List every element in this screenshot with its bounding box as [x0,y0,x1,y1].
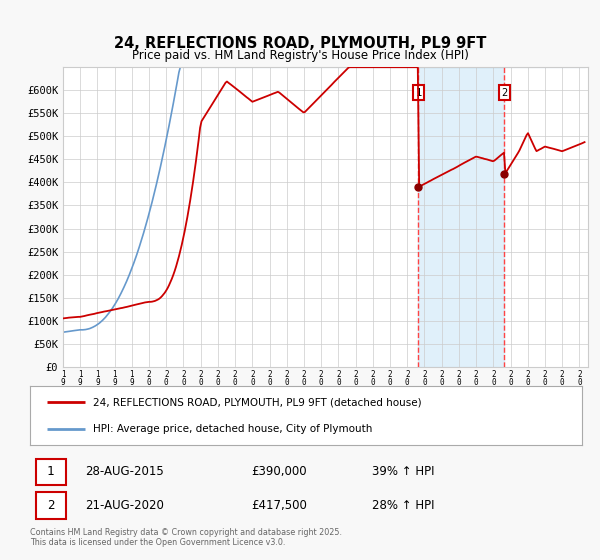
Text: 39% ↑ HPI: 39% ↑ HPI [372,465,435,478]
Text: 2
0
2
5: 2 0 2 5 [577,370,582,404]
Text: 2
0
2
4: 2 0 2 4 [560,370,565,404]
Text: 1
9
9
5: 1 9 9 5 [61,370,65,404]
Text: 1: 1 [415,87,422,97]
Text: £417,500: £417,500 [251,499,307,512]
Text: 2
0
1
1: 2 0 1 1 [336,370,341,404]
Text: 1
9
9
7: 1 9 9 7 [95,370,100,404]
Text: 2
0
1
8: 2 0 1 8 [457,370,461,404]
Text: 2
0
0
5: 2 0 0 5 [233,370,238,404]
Text: 2
0
2
3: 2 0 2 3 [542,370,547,404]
Text: 2
0
2
0: 2 0 2 0 [491,370,496,404]
Text: 2
0
1
6: 2 0 1 6 [422,370,427,404]
Text: 1: 1 [47,465,55,478]
Text: 2
0
1
5: 2 0 1 5 [405,370,410,404]
Text: 2
0
0
2: 2 0 0 2 [181,370,186,404]
Bar [418,67,505,367]
Text: 24, REFLECTIONS ROAD, PLYMOUTH, PL9 9FT (detached house): 24, REFLECTIONS ROAD, PLYMOUTH, PL9 9FT … [94,397,422,407]
Text: 2: 2 [501,87,508,97]
FancyBboxPatch shape [35,459,66,485]
Text: 2
0
0
7: 2 0 0 7 [267,370,272,404]
Text: 2
0
0
1: 2 0 0 1 [164,370,169,404]
Text: 2
0
0
9: 2 0 0 9 [302,370,306,404]
Text: 2
0
1
0: 2 0 1 0 [319,370,323,404]
Text: 2
0
0
4: 2 0 0 4 [215,370,220,404]
Text: 28% ↑ HPI: 28% ↑ HPI [372,499,435,512]
Text: Contains HM Land Registry data © Crown copyright and database right 2025.
This d: Contains HM Land Registry data © Crown c… [30,528,342,547]
Text: 2
0
1
7: 2 0 1 7 [439,370,444,404]
Text: 2
0
0
3: 2 0 0 3 [199,370,203,404]
Text: 2
0
2
1: 2 0 2 1 [508,370,513,404]
Text: HPI: Average price, detached house, City of Plymouth: HPI: Average price, detached house, City… [94,424,373,435]
Text: 21-AUG-2020: 21-AUG-2020 [85,499,164,512]
Text: 2
0
0
8: 2 0 0 8 [284,370,289,404]
Text: 28-AUG-2015: 28-AUG-2015 [85,465,164,478]
Text: 1
9
9
6: 1 9 9 6 [78,370,83,404]
Text: 2: 2 [47,499,55,512]
Text: Price paid vs. HM Land Registry's House Price Index (HPI): Price paid vs. HM Land Registry's House … [131,49,469,62]
Text: 1
9
9
9: 1 9 9 9 [130,370,134,404]
Text: 1
9
9
8: 1 9 9 8 [112,370,117,404]
Text: 2
0
1
3: 2 0 1 3 [371,370,375,404]
Text: £390,000: £390,000 [251,465,307,478]
Text: 2
0
2
2: 2 0 2 2 [526,370,530,404]
Text: 24, REFLECTIONS ROAD, PLYMOUTH, PL9 9FT: 24, REFLECTIONS ROAD, PLYMOUTH, PL9 9FT [114,36,486,52]
Text: 2
0
1
9: 2 0 1 9 [474,370,478,404]
Text: 2
0
1
2: 2 0 1 2 [353,370,358,404]
FancyBboxPatch shape [35,492,66,519]
Text: 2
0
0
0: 2 0 0 0 [147,370,151,404]
Text: 2
0
0
6: 2 0 0 6 [250,370,254,404]
Text: 2
0
1
4: 2 0 1 4 [388,370,392,404]
